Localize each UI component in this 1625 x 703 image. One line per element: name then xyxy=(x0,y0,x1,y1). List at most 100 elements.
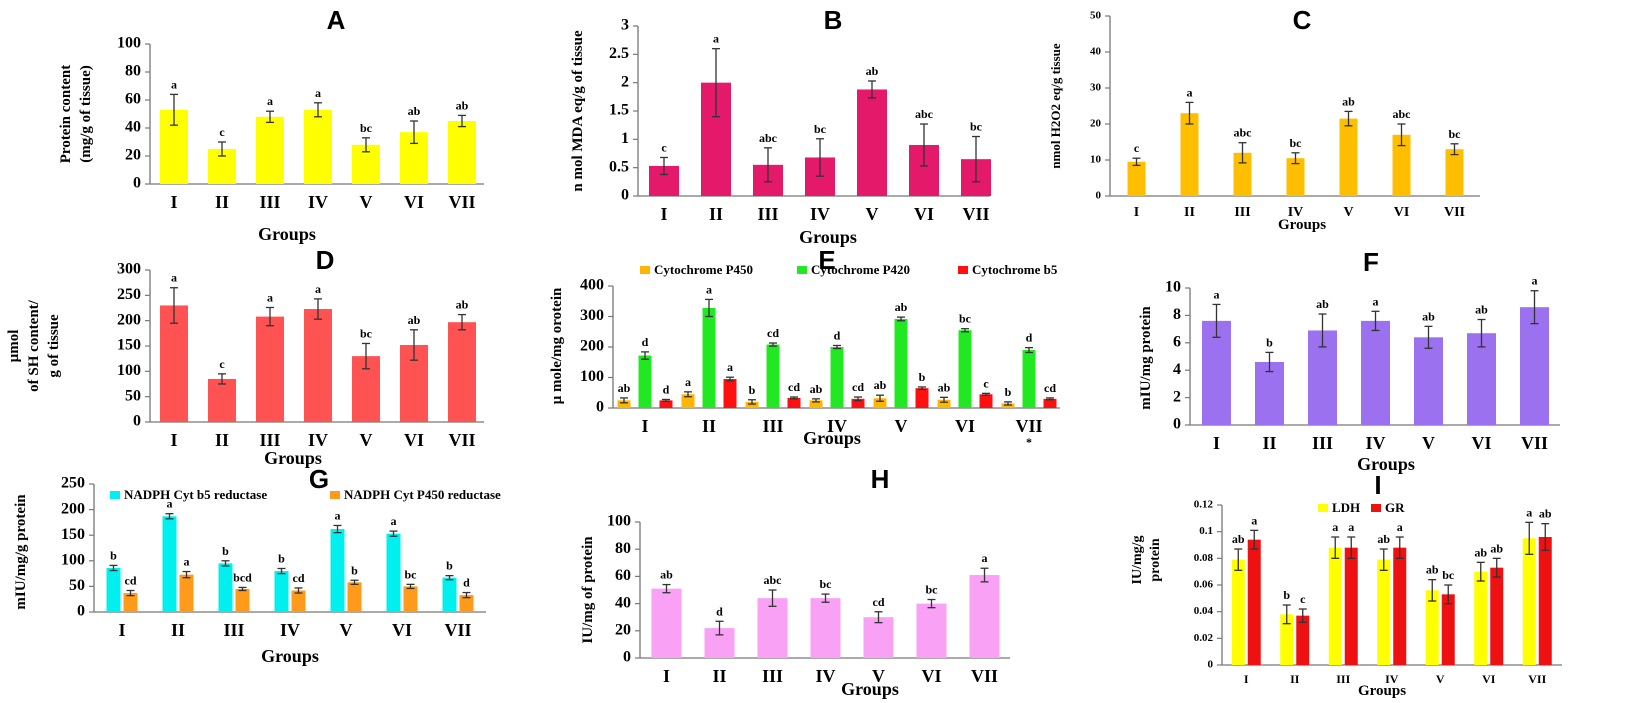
x-tick-label: V xyxy=(866,204,879,224)
significance-label: bc xyxy=(814,122,827,136)
bar xyxy=(863,617,894,658)
bar xyxy=(873,398,887,408)
bar xyxy=(1414,337,1443,425)
bar xyxy=(304,109,332,184)
bar xyxy=(1445,149,1464,196)
x-tick-label: I xyxy=(118,620,125,640)
x-tick-label: II xyxy=(1290,672,1300,686)
y-axis-title: IU/mg of protein xyxy=(580,536,596,644)
significance-label: a xyxy=(685,375,691,389)
panel-f: F 0 2 4 6 8 10 a Ib II ab III a IV ab Vab VI a VII Groups mI… xyxy=(1138,247,1560,474)
significance-label: b xyxy=(1005,385,1012,399)
significance-label: a xyxy=(1526,505,1532,519)
x-axis-title: Groups xyxy=(258,224,316,244)
significance-label: bc xyxy=(1290,136,1303,150)
y-tick-label: 80 xyxy=(125,63,141,80)
x-axis-title: Groups xyxy=(1278,217,1326,233)
bar xyxy=(969,575,1000,658)
x-axis-title: Groups xyxy=(1358,683,1406,699)
x-tick-label: V xyxy=(1422,433,1435,453)
x-tick-label: V xyxy=(872,666,885,686)
bar xyxy=(1022,350,1036,408)
y-tick-label: 50 xyxy=(125,387,141,404)
y-tick-label: 200 xyxy=(580,338,604,355)
y-tick-label: 250 xyxy=(61,475,85,492)
significance-label: abc xyxy=(1393,107,1412,121)
y-tick-label: 0 xyxy=(596,399,604,416)
y-tick-label: 0.1 xyxy=(1199,525,1213,537)
x-tick-label: II xyxy=(1262,433,1276,453)
significance-label: bc xyxy=(405,567,418,581)
significance-label: ab xyxy=(456,298,469,312)
x-tick-label: III xyxy=(1234,205,1250,220)
x-tick-label: VII xyxy=(1015,416,1042,436)
panel-letter: G xyxy=(309,464,329,494)
x-tick-label: V xyxy=(360,192,373,212)
bar xyxy=(1280,614,1294,665)
bar xyxy=(958,330,972,408)
panel-letter: C xyxy=(1293,5,1312,35)
bar xyxy=(830,347,844,408)
significance-label: b xyxy=(110,548,117,562)
panel-a: A 0 20 40 60 80 100 a Ic II a III a IV bc Vab VI ab VII Gro… xyxy=(58,5,484,244)
bar xyxy=(291,590,306,612)
legend-label: Cytochrome b5 xyxy=(972,262,1058,277)
significance-label: ab xyxy=(1475,303,1488,317)
x-tick-label: VII xyxy=(971,666,998,686)
bar xyxy=(894,318,908,408)
significance-label: cd xyxy=(852,380,864,394)
x-tick-label: III xyxy=(757,204,778,224)
significance-label: d xyxy=(716,604,723,618)
x-tick-label: IV xyxy=(1385,672,1399,686)
significance-label: d xyxy=(834,328,841,342)
x-tick-label: II xyxy=(1184,205,1195,220)
x-tick-label: VII xyxy=(1528,672,1546,686)
significance-label: cd xyxy=(873,595,885,609)
significance-label: a xyxy=(706,282,712,296)
x-tick-label: II xyxy=(215,430,229,450)
bar xyxy=(659,400,673,408)
x-tick-label: VII xyxy=(962,204,989,224)
y-tick-label: 0.06 xyxy=(1194,579,1214,591)
significance-label: c xyxy=(1300,592,1306,606)
x-tick-label: VI xyxy=(914,204,934,224)
significance-label: ab xyxy=(1422,309,1435,323)
x-tick-label: VII xyxy=(1444,205,1465,220)
significance-label: cd xyxy=(125,573,137,587)
y-axis-title: µ mole/mg orotein xyxy=(549,287,565,404)
y-axis-title: of SH content/ xyxy=(26,299,42,391)
significance-label: ab xyxy=(660,568,673,582)
y-tick-label: 20 xyxy=(615,621,631,638)
y-tick-label: 10 xyxy=(1165,279,1181,296)
significance-label: b xyxy=(919,370,926,384)
significance-label: d xyxy=(663,382,670,396)
x-axis-title: Groups xyxy=(264,448,322,468)
bar xyxy=(179,574,194,612)
x-tick-label: VII xyxy=(448,430,475,450)
y-tick-label: 50 xyxy=(1090,10,1102,22)
significance-label: a xyxy=(1532,274,1538,288)
y-tick-label: 0 xyxy=(623,649,631,666)
panel-letter: H xyxy=(871,464,890,494)
significance-label: ab xyxy=(895,300,908,314)
bar xyxy=(702,307,716,408)
x-tick-label: V xyxy=(360,430,373,450)
legend-label: GR xyxy=(1385,500,1405,515)
y-axis-title: g of tissue xyxy=(46,314,62,378)
y-tick-label: 0 xyxy=(133,175,141,192)
y-axis-title: mIU/mg/g protein xyxy=(13,494,29,610)
bar xyxy=(330,529,345,612)
x-tick-label: III xyxy=(1336,672,1350,686)
significance-label: ab xyxy=(1377,532,1390,546)
significance-label: ab xyxy=(456,98,469,112)
x-tick-label: V xyxy=(1436,672,1445,686)
bar xyxy=(442,577,457,612)
bar xyxy=(304,309,332,422)
bar xyxy=(745,401,759,408)
y-tick-label: 100 xyxy=(117,362,141,379)
y-tick-label: 0 xyxy=(1208,659,1214,671)
significance-label: bc xyxy=(1442,568,1455,582)
x-tick-label: IV xyxy=(815,666,835,686)
